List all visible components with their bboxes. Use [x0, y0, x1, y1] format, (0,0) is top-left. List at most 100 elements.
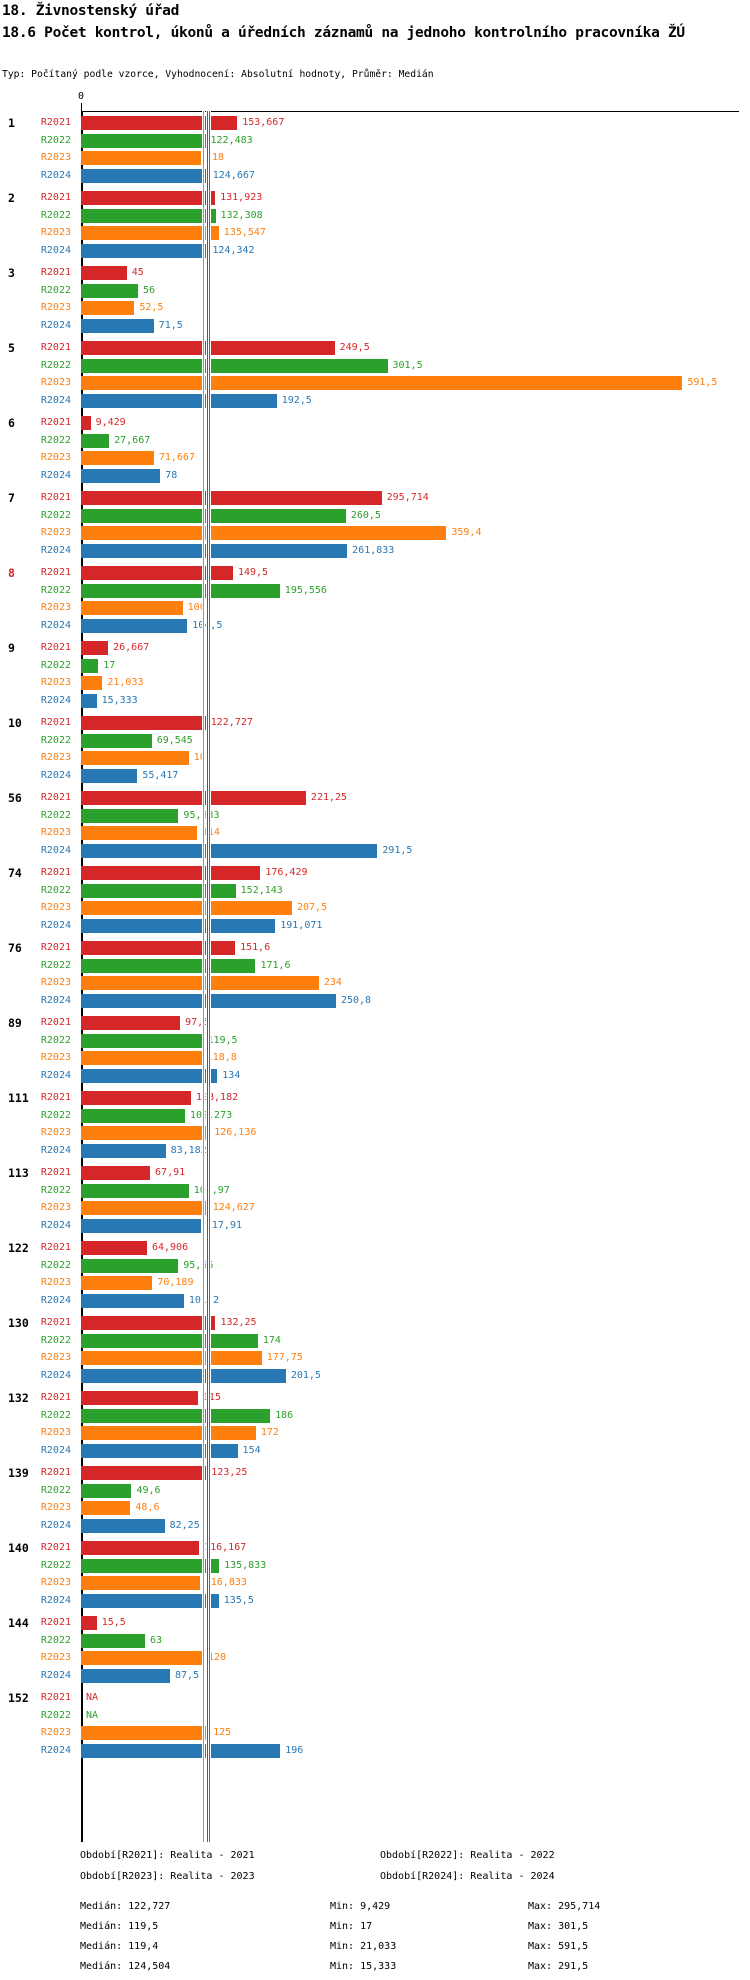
- value-label: 117,91: [205, 1219, 242, 1231]
- value-label: 221,25: [310, 792, 348, 803]
- series-label: R2021: [40, 942, 71, 953]
- bar-row: R2024 192,5: [41, 393, 741, 408]
- stat-median-r2022: Medián: 119,5: [80, 1921, 159, 1932]
- bar-row: R2022 132,308: [41, 208, 741, 223]
- series-label: R2024: [40, 994, 71, 1006]
- stat-median-r2023: Medián: 119,4: [80, 1941, 159, 1952]
- series-label: R2024: [40, 769, 71, 781]
- stat-min-r2023: Min: 21,033: [330, 1941, 397, 1952]
- value-label: 124,342: [212, 244, 255, 256]
- group-label: 139: [8, 1466, 29, 1480]
- value-label: 153,667: [242, 117, 285, 128]
- value-label: 207,5: [296, 902, 328, 913]
- value-label: 100: [187, 602, 206, 613]
- bar-row: 144 R2021 15,5: [8, 1616, 741, 1630]
- bar-row: R2023 124,627: [41, 1201, 741, 1215]
- bar-R2021: [81, 1466, 207, 1480]
- bar-row: R2022 49,6: [41, 1483, 741, 1498]
- value-label: 171,6: [260, 959, 291, 971]
- value-label: 70,189: [157, 1277, 194, 1288]
- series-label: R2024: [40, 394, 71, 406]
- value-label: 176,429: [265, 867, 308, 878]
- series-label: R2022: [40, 1109, 71, 1121]
- bar-row: 3 R2021 45: [8, 266, 741, 280]
- bar-row: R2022 171,6: [41, 958, 741, 973]
- bar-group-8: 8 R2021 149,5 R2022 195,556 R2023 100 R2024104,…: [8, 566, 741, 633]
- bar-row: R2024 191,071: [41, 918, 741, 933]
- bar-R2024: [81, 318, 154, 333]
- series-label: R2022: [40, 1259, 71, 1271]
- series-label: R2021: [40, 192, 71, 203]
- series-label: R2023: [40, 377, 71, 388]
- series-label: R2023: [40, 527, 71, 538]
- bar-row: 111 R2021 108,182: [8, 1091, 741, 1105]
- bar-row: R2024 83,182: [41, 1143, 741, 1158]
- value-label: 131,923: [220, 192, 263, 203]
- bar-R2022: [81, 958, 256, 973]
- bar-R2023: [81, 1426, 256, 1440]
- value-label: 45: [131, 267, 144, 278]
- bar-row: R2022 119,5: [41, 1033, 741, 1048]
- value-label: 56: [142, 284, 155, 296]
- value-label: 48,6: [135, 1502, 160, 1513]
- bar-row: R2023 207,5: [41, 901, 741, 915]
- bar-R2023: [81, 976, 319, 990]
- series-label: R2021: [40, 1617, 71, 1628]
- bar-group-9: 9 R2021 26,667 R2022 17 R2023 21,033 R2024 15,33…: [8, 641, 741, 708]
- bar-row: R2024 201,5: [41, 1368, 741, 1383]
- value-label: 250,8: [340, 994, 372, 1006]
- bar-R2024: [81, 243, 208, 258]
- bar-row: R2023 118,8: [41, 1051, 741, 1065]
- bar-R2021: [81, 866, 261, 880]
- bar-row: R2024 82,25: [41, 1518, 741, 1533]
- value-label: 359,4: [451, 527, 482, 538]
- bar-group-111: 111 R2021 108,182 R2022 102,273 R2023 126,136 R…: [8, 1091, 741, 1158]
- series-label: R2022: [40, 959, 71, 971]
- bar-row: R2024 261,833: [41, 543, 741, 558]
- series-label: R2023: [40, 1277, 71, 1288]
- bar-row: R2022 63: [41, 1633, 741, 1648]
- bar-R2022: [81, 283, 138, 298]
- series-label: R2024: [40, 319, 71, 331]
- value-label: 118: [205, 152, 225, 163]
- bar-R2023: [81, 1726, 209, 1740]
- value-label: 95,66: [183, 1259, 214, 1271]
- bar-R2021: [81, 1091, 191, 1105]
- value-label: 124,627: [212, 1202, 255, 1213]
- bar-R2024: [81, 843, 378, 858]
- group-label: 140: [8, 1541, 29, 1555]
- bar-row: 130 R2021 132,25: [8, 1316, 741, 1330]
- bar-row: R2022 56: [41, 283, 741, 298]
- value-label: 64,906: [151, 1242, 189, 1253]
- bar-R2023: [81, 1201, 208, 1215]
- bar-row: 56 R2021 221,25: [8, 791, 741, 805]
- series-label: R2022: [40, 209, 71, 221]
- series-label: R2021: [40, 642, 71, 653]
- series-label: R2021: [40, 117, 71, 128]
- bar-R2022: [81, 208, 216, 223]
- value-label: 116,167: [204, 1542, 247, 1553]
- group-label: 89: [8, 1016, 22, 1030]
- axis-zero-tick: [81, 103, 82, 111]
- value-label: 192,5: [281, 394, 312, 406]
- bar-row: 76 R2021 151,6: [8, 941, 741, 955]
- series-label: R2024: [40, 1369, 71, 1381]
- series-label: R2024: [40, 1144, 71, 1156]
- bar-row: R2023 120: [41, 1651, 741, 1665]
- series-label: R2023: [40, 227, 71, 238]
- value-label: 260,5: [350, 509, 381, 521]
- value-label: 108,182: [195, 1092, 239, 1103]
- value-label: 186: [275, 1409, 294, 1421]
- series-label: R2024: [40, 619, 71, 631]
- value-label: 291,5: [382, 844, 413, 856]
- value-label: 9,429: [95, 417, 126, 428]
- value-label: 234: [323, 977, 342, 988]
- series-label: R2023: [40, 752, 71, 763]
- series-label: R2023: [40, 1127, 71, 1138]
- value-label: 126,136: [214, 1127, 257, 1138]
- bar-row: R2024 124,342: [41, 243, 741, 258]
- bar-row: R2024 87,5: [41, 1668, 741, 1683]
- bar-R2024: [81, 1518, 165, 1533]
- series-label: R2023: [40, 1052, 71, 1063]
- series-label: R2023: [40, 677, 71, 688]
